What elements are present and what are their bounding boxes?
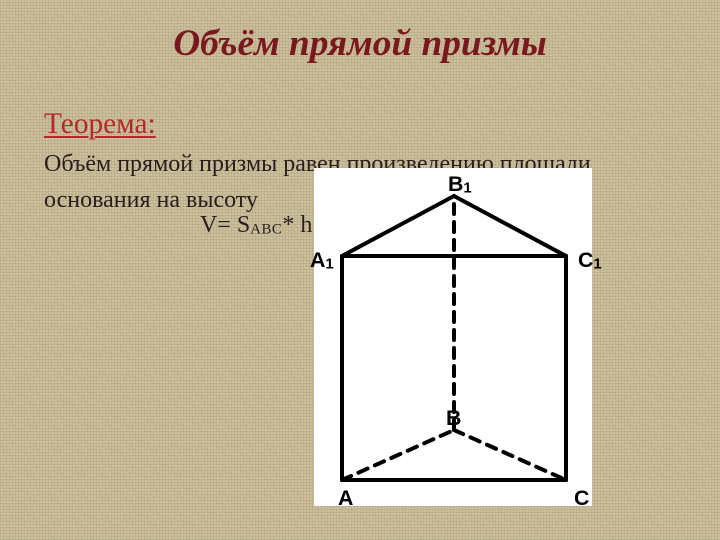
vertex-label-A1: A1 (310, 248, 334, 273)
slide: Объём прямой призмы Теорема: Объём прямо… (0, 0, 720, 540)
slide-title: Объём прямой призмы (0, 22, 720, 65)
theorem-label: Теорема: (44, 108, 156, 141)
vertex-label-sub: 1 (593, 255, 601, 272)
formula-prefix: V= S (200, 212, 250, 238)
vertex-label-B: B (446, 406, 461, 431)
title-text: Объём прямой призмы (173, 23, 547, 64)
vertex-label-text: B (448, 172, 463, 196)
edge-B-C (454, 430, 566, 480)
formula-subscript: ABC (250, 221, 282, 237)
vertex-label-B1: B1 (448, 172, 472, 197)
prism-diagram: ABCA1B1C1 (314, 168, 592, 506)
vertex-label-text: A (310, 248, 325, 272)
vertex-label-text: B (446, 406, 461, 430)
edge-B1-C1 (454, 196, 566, 256)
vertex-label-text: C (578, 248, 593, 272)
edge-A1-B1 (342, 196, 454, 256)
vertex-label-C1: C1 (578, 248, 602, 273)
vertex-label-text: C (574, 486, 589, 510)
volume-formula: V= SABC* h (200, 212, 312, 239)
prism-svg (314, 168, 592, 506)
formula-suffix: * h (282, 212, 312, 238)
edge-A-B (342, 430, 454, 480)
vertex-label-C: C (574, 486, 589, 511)
vertex-label-A: A (338, 486, 353, 511)
vertex-label-sub: 1 (325, 255, 333, 272)
vertex-label-sub: 1 (463, 179, 471, 196)
vertex-label-text: A (338, 486, 353, 510)
